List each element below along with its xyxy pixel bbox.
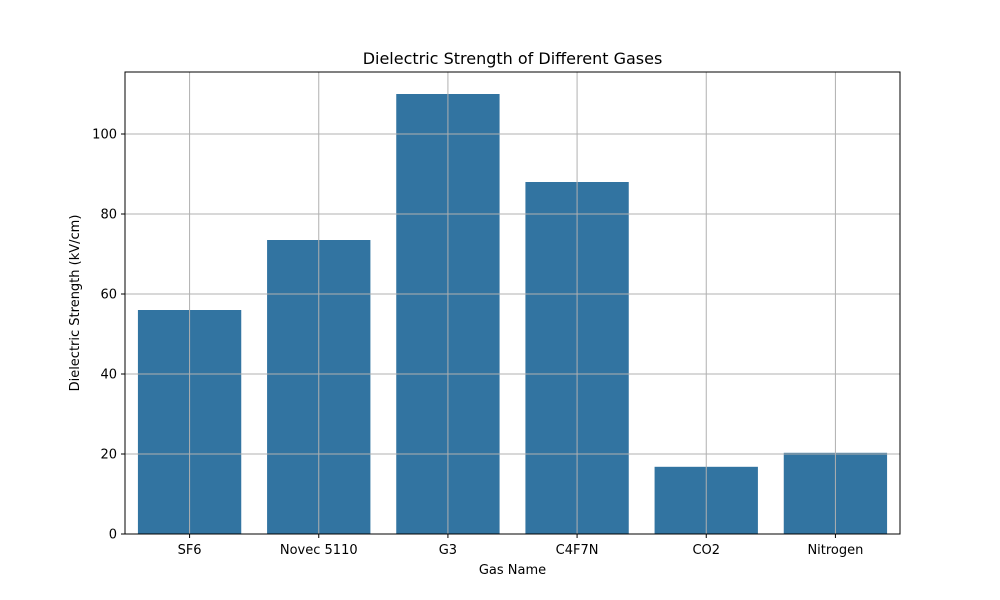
chart-title: Dielectric Strength of Different Gases (363, 49, 663, 68)
y-tick-label: 100 (92, 128, 117, 143)
y-tick-label: 60 (100, 288, 117, 303)
y-tick-label: 40 (100, 368, 117, 383)
x-axis-label: Gas Name (479, 563, 546, 578)
x-axis: SF6 Novec 5110 G3 C4F7N CO2 Nitrogen (178, 534, 863, 558)
x-tick-label: G3 (439, 543, 457, 558)
y-axis-label: Dielectric Strength (kV/cm) (68, 215, 83, 392)
x-tick-label: Nitrogen (807, 543, 863, 558)
x-tick-label: C4F7N (556, 543, 599, 558)
y-tick-label: 20 (100, 448, 117, 463)
y-axis: 0 20 40 60 80 100 (92, 128, 125, 543)
x-tick-label: SF6 (178, 543, 202, 558)
x-tick-label: Novec 5110 (280, 543, 358, 558)
plot-area-frame (124, 71, 901, 535)
y-tick-label: 0 (109, 528, 117, 543)
y-tick-label: 80 (100, 208, 117, 223)
x-tick-label: CO2 (692, 543, 720, 558)
